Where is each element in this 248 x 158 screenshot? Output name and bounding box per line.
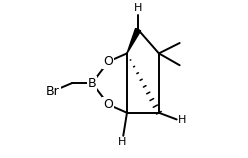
Text: Br: Br — [46, 85, 60, 98]
Text: H: H — [118, 137, 127, 147]
Text: H: H — [178, 115, 186, 125]
Text: O: O — [103, 98, 113, 111]
Text: H: H — [134, 3, 142, 13]
Polygon shape — [127, 28, 141, 53]
Text: O: O — [103, 55, 113, 68]
Text: B: B — [88, 77, 96, 90]
